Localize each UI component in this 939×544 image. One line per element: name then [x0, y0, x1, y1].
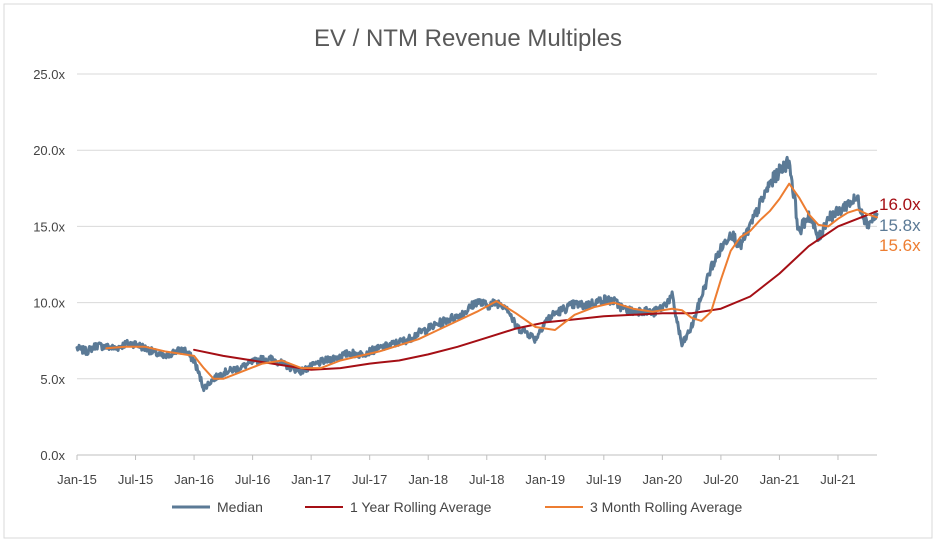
x-tick-label: Jul-20: [703, 472, 738, 487]
y-tick-label: 15.0x: [33, 219, 65, 234]
x-tick-label: Jan-21: [760, 472, 800, 487]
x-tick-label: Jul-15: [118, 472, 153, 487]
x-tick-label: Jul-16: [235, 472, 270, 487]
x-tick-label: Jan-17: [291, 472, 331, 487]
end-label: 15.8x: [879, 216, 921, 235]
x-tick-label: Jul-21: [820, 472, 855, 487]
y-tick-label: 25.0x: [33, 67, 65, 82]
y-axis-ticks: 0.0x 5.0x 10.0x 15.0x 20.0x 25.0x: [33, 67, 65, 463]
x-tick-label: Jan-16: [174, 472, 214, 487]
y-tick-label: 0.0x: [40, 448, 65, 463]
end-label: 15.6x: [879, 236, 921, 255]
legend: Median 1 Year Rolling Average 3 Month Roll…: [172, 499, 742, 515]
chart-title: EV / NTM Revenue Multiples: [314, 25, 622, 52]
series-line-3: [105, 182, 878, 380]
y-tick-label: 20.0x: [33, 143, 65, 158]
legend-label: 3 Month Rolling Average: [590, 499, 742, 515]
x-tick-label: Jul-19: [586, 472, 621, 487]
x-axis-ticks: Jan-15 Jul-15 Jan-16 Jul-16 Jan-17 Jul-17 Jan-…: [57, 455, 856, 487]
x-tick-label: Jul-17: [352, 472, 387, 487]
x-tick-label: Jul-18: [469, 472, 504, 487]
x-tick-label: Jan-18: [408, 472, 448, 487]
x-tick-label: Jan-15: [57, 472, 97, 487]
y-tick-label: 10.0x: [33, 296, 65, 311]
chart-border: [3, 3, 933, 539]
x-tick-label: Jan-19: [525, 472, 565, 487]
series-group: [75, 155, 879, 393]
x-tick-label: Jan-20: [642, 472, 682, 487]
end-label: 16.0x: [879, 195, 921, 214]
y-tick-label: 5.0x: [40, 372, 65, 387]
legend-label: Median: [217, 499, 263, 515]
legend-label: 1 Year Rolling Average: [350, 499, 492, 515]
